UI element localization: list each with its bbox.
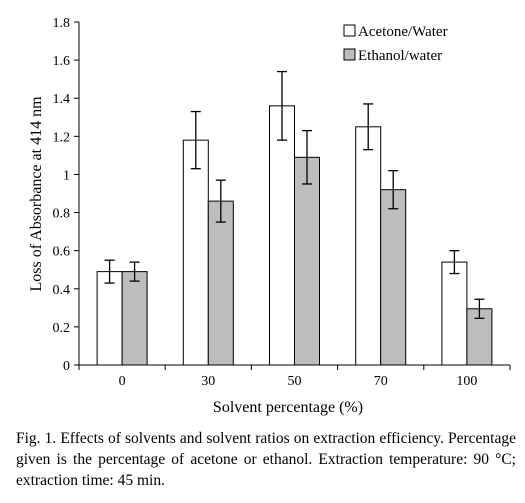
bar-ethanol-water: [207, 200, 234, 366]
y-tick-label: 1.8: [53, 16, 71, 31]
x-axis-label: Solvent percentage (%): [213, 399, 363, 416]
bar-acetone-water: [269, 105, 295, 366]
y-tick-label: 1.6: [53, 54, 71, 69]
bar-chart: 0 0.2 0.4 0.6 0.8 1 1.2 1.4 1.6 1.8 0 30 50 70 100 Acet…: [28, 16, 511, 416]
x-tick-label: 70: [374, 374, 388, 389]
legend-swatch: [343, 48, 356, 61]
bar-ethanol-water: [294, 156, 320, 366]
figure-caption: Fig. 1. Effects of solvents and solvent …: [16, 430, 516, 489]
bar-acetone-water: [96, 271, 123, 366]
bar-ethanol-water: [121, 271, 148, 366]
x-tick-label: 30: [201, 374, 215, 389]
bar-acetone-water: [182, 139, 209, 366]
x-tick-label: 0: [119, 374, 126, 389]
y-tick-label: 0.6: [53, 245, 71, 260]
y-axis-label: Loss of Absorbance at 414 nm: [28, 96, 45, 292]
y-tick-label: 0.8: [53, 207, 71, 222]
y-tick-label: 1.2: [53, 130, 71, 145]
legend-swatch: [343, 24, 356, 37]
y-tick-label: 0: [63, 359, 70, 374]
legend-label: Ethanol/water: [358, 48, 442, 64]
bar-acetone-water: [355, 126, 382, 366]
y-tick-label: 0.4: [53, 283, 71, 298]
y-tick-label: 1: [63, 168, 70, 183]
bar-ethanol-water: [380, 189, 407, 366]
y-tick-label: 1.4: [53, 92, 71, 107]
legend-label: Acetone/Water: [358, 24, 448, 40]
plot-area: 0 0.2 0.4 0.6 0.8 1 1.2 1.4 1.6 1.8 0 30 50 70 100 Acet…: [53, 16, 511, 389]
y-tick-label: 0.2: [53, 321, 71, 336]
x-tick-label: 50: [288, 374, 302, 389]
bar-acetone-water: [441, 261, 468, 366]
x-tick-label: 100: [456, 374, 477, 389]
